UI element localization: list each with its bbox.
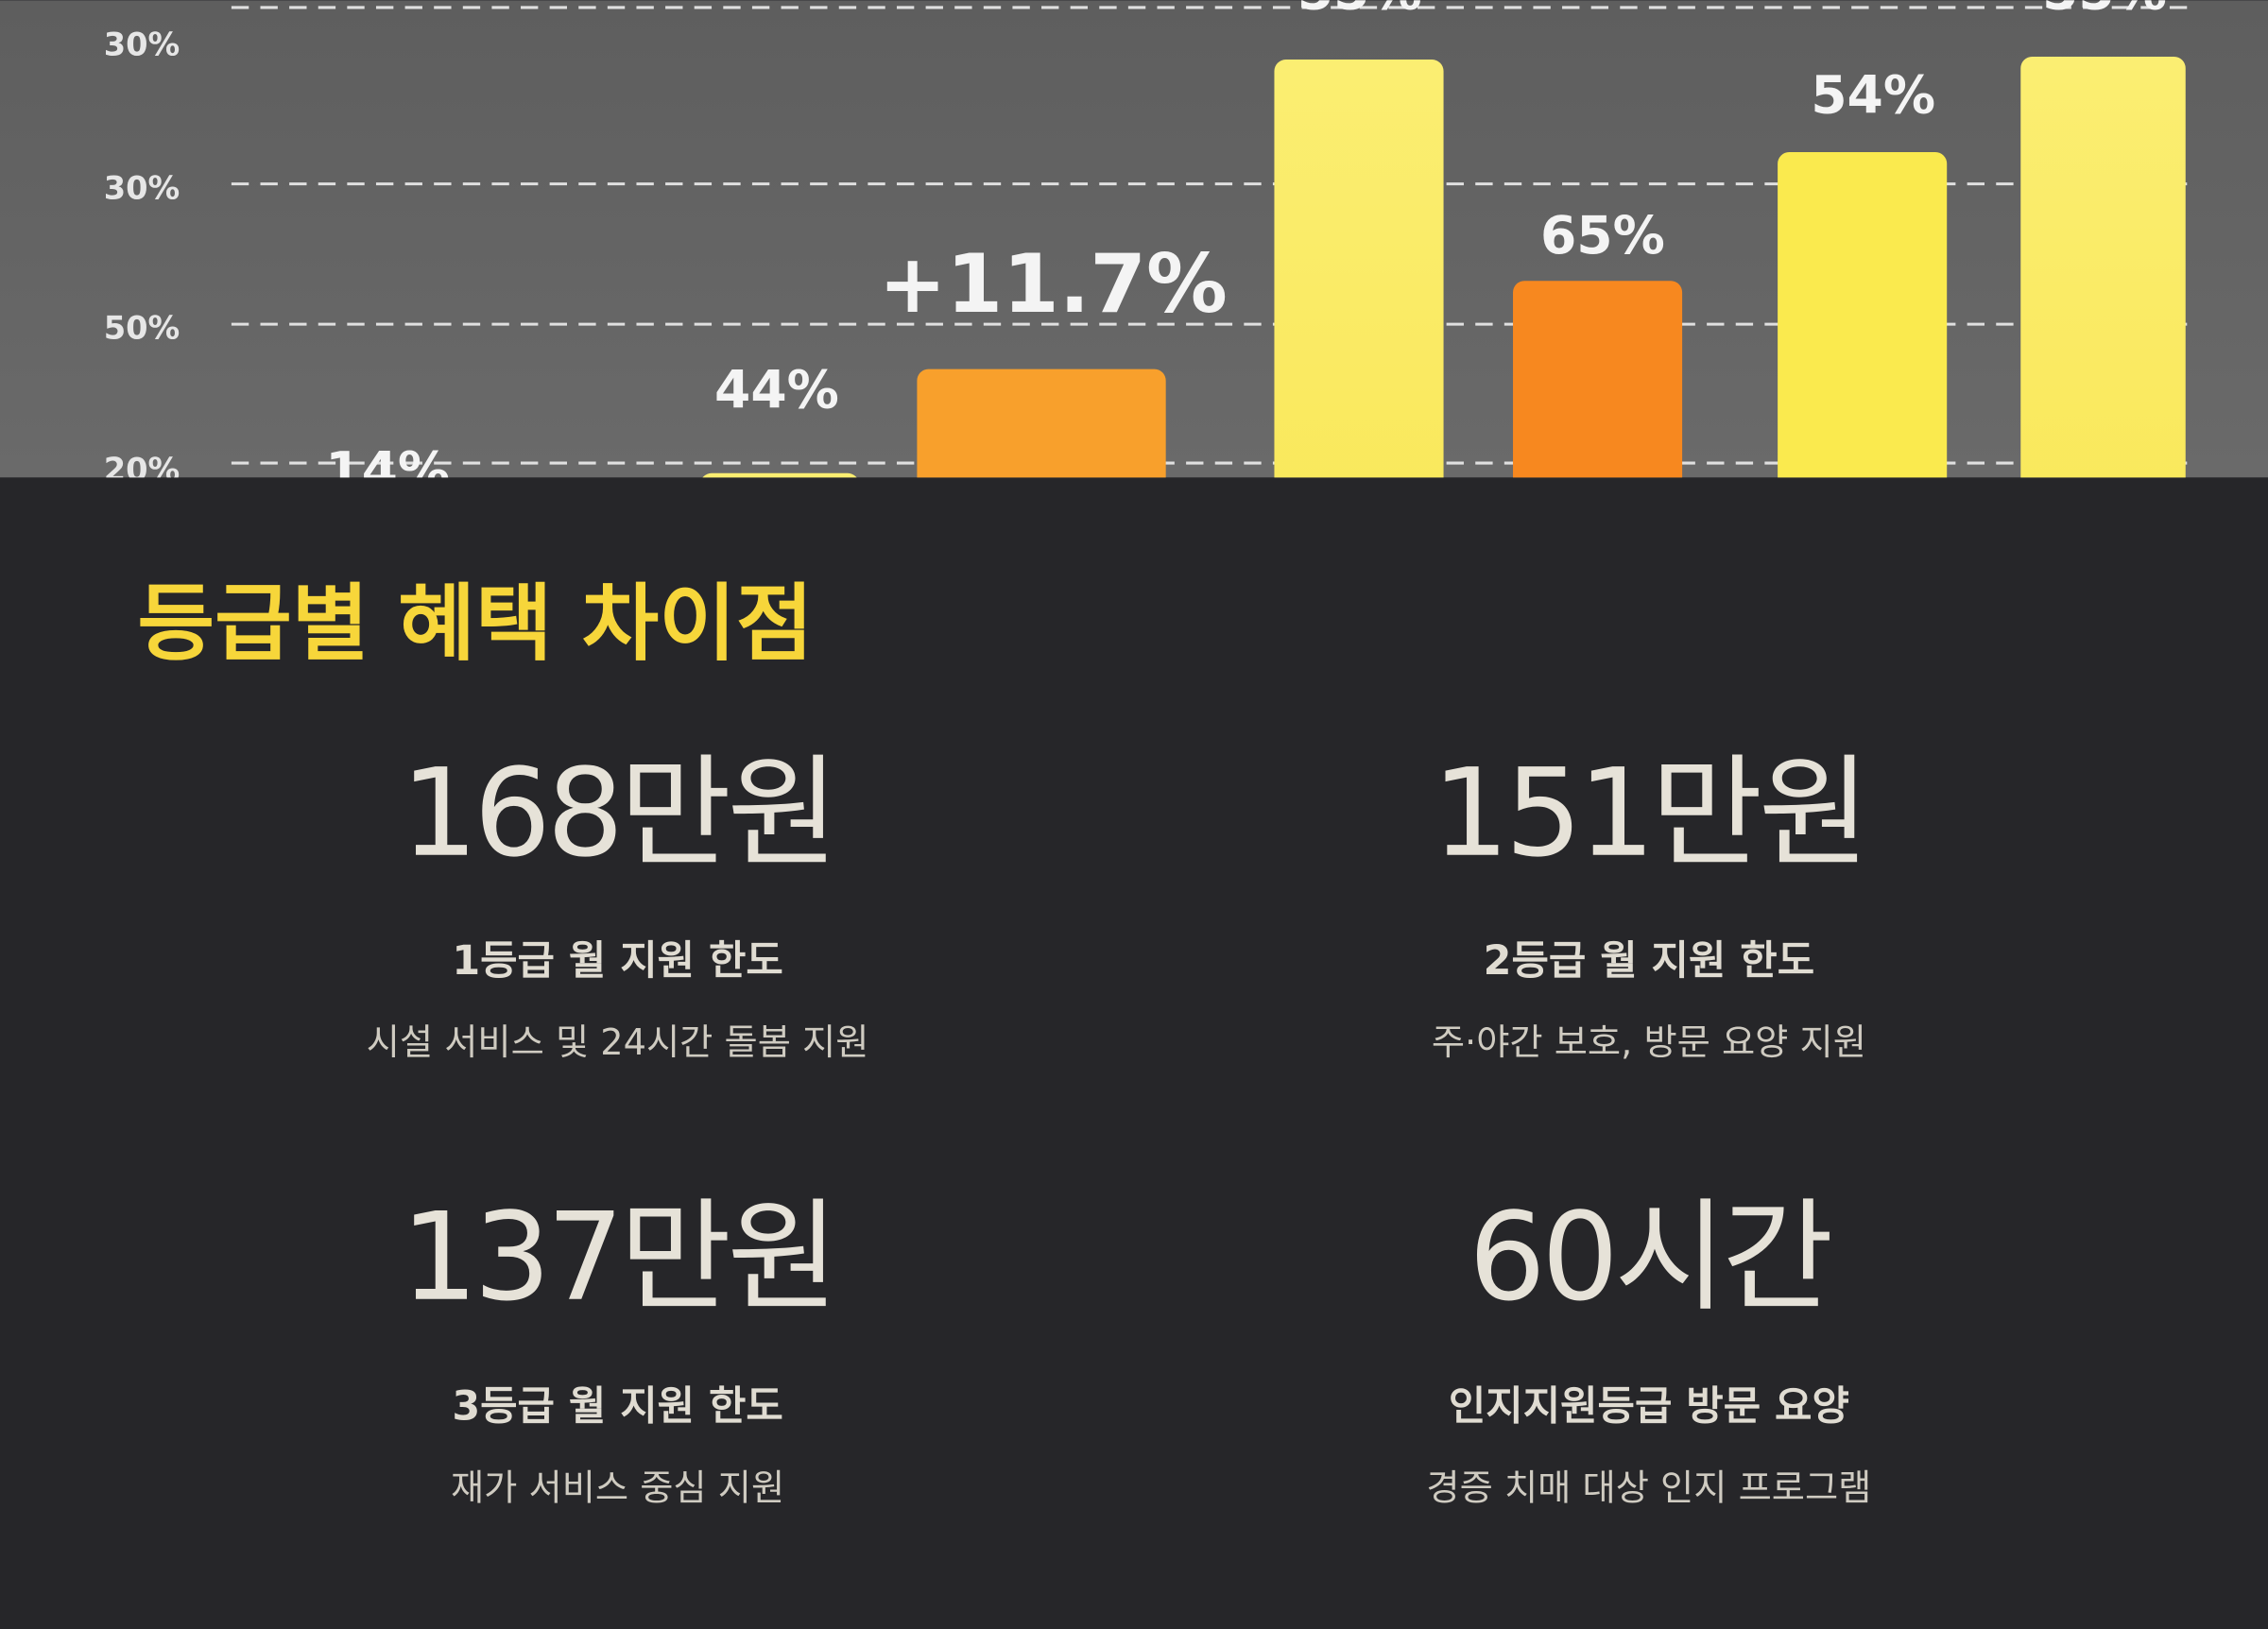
bar-label: 44% — [714, 360, 839, 420]
benefit-description: 재가 서비스 중심 지원 — [451, 1466, 784, 1509]
benefit-label: 2등급 월 지원 한도 — [1484, 937, 1814, 985]
bar — [2020, 56, 2186, 478]
bar-label: 54% — [1811, 64, 1935, 125]
axis-label: 20% — [104, 452, 180, 489]
benefit-value: 151만원 — [1432, 744, 1865, 884]
axis-label: 30% — [104, 26, 180, 63]
bar — [1778, 151, 1948, 478]
benefit-value: 60시간 — [1469, 1188, 1830, 1329]
bar-label: 55% — [2042, 0, 2167, 21]
bar-label: 65% — [1540, 205, 1665, 266]
benefit-label: 1등급 월 지원 한도 — [452, 937, 782, 985]
bar — [1513, 281, 1683, 478]
axis-label: 30% — [104, 169, 180, 206]
bar-label: 55% — [1297, 0, 1422, 21]
bar — [1274, 60, 1444, 478]
benefit-description: 주·야간 보호, 방문 요양 지원 — [1432, 1021, 1866, 1064]
axis-label: 50% — [104, 310, 180, 347]
bar — [702, 472, 857, 478]
benefit-description: 경증 치매 대상 인지 프로그램 — [1426, 1466, 1871, 1509]
section-title: 등급별 혜택 차이점 — [137, 574, 813, 672]
bar-label: +11.7% — [879, 237, 1228, 332]
benefit-label: 3등급 월 지원 한도 — [452, 1383, 782, 1431]
benefit-description: 시설 서비스 및 24시간 돌봄 지원 — [367, 1021, 869, 1064]
benefit-value: 168만원 — [401, 744, 834, 884]
bar — [917, 369, 1166, 478]
benefit-value: 137만원 — [401, 1188, 834, 1329]
benefit-grid: 168만원 1등급 월 지원 한도 시설 서비스 및 24시간 돌봄 지원 15… — [367, 744, 1872, 1509]
chart-image: 30% 30% 50% 20% 14% 44% +11.7% 55% 65% 5… — [0, 0, 2268, 501]
bar-label: 14% — [325, 440, 450, 501]
benefit-label: 인지지원등급 방문 요양 — [1449, 1383, 1849, 1431]
